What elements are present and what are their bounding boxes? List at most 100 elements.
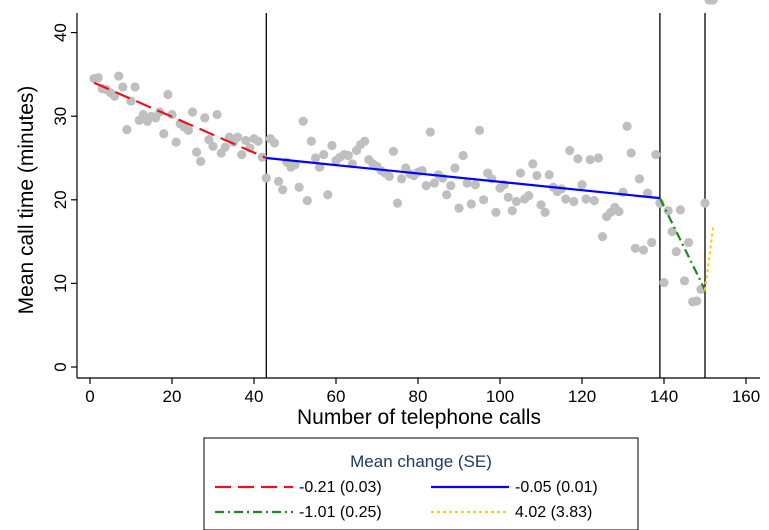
scatter-point bbox=[261, 173, 271, 183]
scatter-point bbox=[187, 107, 198, 117]
legend-label: -0.21 (0.03) bbox=[299, 479, 382, 496]
scatter-point bbox=[171, 137, 181, 147]
scatter-point bbox=[237, 150, 247, 160]
y-tick-label: 30 bbox=[51, 107, 70, 126]
scatter-point bbox=[421, 180, 431, 191]
x-tick-label: 0 bbox=[85, 387, 94, 406]
scatter-point bbox=[671, 247, 681, 257]
scatter-point bbox=[196, 156, 206, 166]
scatter-point bbox=[384, 171, 394, 181]
scatter-point bbox=[220, 142, 230, 152]
scatter-point bbox=[651, 150, 661, 160]
scatter-point bbox=[634, 174, 645, 184]
scatter-point bbox=[700, 198, 710, 208]
scatter-point bbox=[241, 135, 251, 146]
legend-title: Mean change (SE) bbox=[350, 452, 492, 471]
scatter-point bbox=[446, 180, 456, 191]
scatter-point bbox=[626, 148, 636, 158]
scatter-point bbox=[233, 132, 243, 142]
y-axis: 0 10 20 30 40 bbox=[51, 23, 77, 372]
scatter-point bbox=[269, 138, 280, 148]
scatter-point bbox=[544, 170, 554, 180]
legend-label: -1.01 (0.25) bbox=[299, 504, 382, 521]
scatter-point bbox=[192, 147, 202, 157]
scatter-point bbox=[573, 154, 583, 164]
scatter-point bbox=[114, 71, 124, 81]
x-tick-label: 160 bbox=[732, 387, 760, 406]
scatter-point bbox=[298, 116, 308, 126]
x-tick-label: 80 bbox=[409, 387, 428, 406]
scatter-point bbox=[163, 89, 173, 100]
scatter-point bbox=[302, 196, 312, 206]
scatter-point bbox=[524, 191, 534, 201]
scatter-point bbox=[397, 174, 407, 184]
scatter-point bbox=[679, 276, 690, 286]
scatter-point bbox=[667, 226, 677, 237]
scatter-point bbox=[659, 277, 669, 288]
scatter-point bbox=[585, 155, 595, 165]
scatter-point bbox=[561, 194, 571, 204]
scatter-point bbox=[663, 206, 673, 216]
scatter-point bbox=[470, 180, 480, 190]
scatter-point bbox=[294, 182, 304, 192]
scatter-point bbox=[306, 136, 316, 146]
scatter-point bbox=[183, 125, 193, 136]
x-axis: 0 20 40 60 80 100 120 140 160 bbox=[85, 378, 760, 406]
legend-box bbox=[203, 437, 639, 530]
scatter-point bbox=[442, 190, 452, 200]
scatter-point bbox=[466, 199, 476, 209]
scatter-point bbox=[511, 196, 521, 207]
scatter-point bbox=[429, 178, 439, 188]
fit-segments bbox=[93, 81, 715, 291]
y-tick-label: 40 bbox=[51, 23, 70, 42]
scatter-point bbox=[503, 192, 513, 202]
scatter-point bbox=[290, 160, 300, 170]
scatter-point bbox=[565, 145, 575, 156]
scatter-point bbox=[118, 82, 128, 92]
x-tick-label: 100 bbox=[486, 387, 514, 406]
legend-label: -0.05 (0.01) bbox=[515, 479, 598, 496]
scatter-point bbox=[274, 176, 284, 187]
scatter-point bbox=[638, 245, 649, 255]
x-tick-label: 20 bbox=[163, 387, 182, 406]
scatter-point bbox=[388, 146, 398, 156]
scatter-point bbox=[643, 188, 653, 198]
scatter-point bbox=[122, 124, 132, 135]
legend-label: 4.02 (3.83) bbox=[515, 504, 592, 521]
scatter-point bbox=[540, 207, 550, 217]
legend: Mean change (SE) -0.21 (0.03) -0.05 (0.01… bbox=[203, 437, 639, 530]
scatter-point bbox=[692, 296, 702, 306]
y-tick-label: 0 bbox=[51, 362, 70, 371]
scatter-point bbox=[507, 206, 517, 216]
scatter-point bbox=[593, 153, 604, 163]
legend-entries: -0.21 (0.03) -0.05 (0.01) -1.01 (0.25) 4.02… bbox=[215, 479, 598, 521]
scatter-point bbox=[528, 159, 538, 169]
scatter-point bbox=[253, 136, 263, 146]
scatter-point bbox=[392, 198, 403, 208]
y-axis-title: Mean call time (minutes) bbox=[15, 86, 38, 315]
scatter-point bbox=[479, 195, 489, 205]
scatter-point bbox=[577, 180, 587, 190]
scatter-point bbox=[159, 129, 169, 139]
scatter-point bbox=[278, 185, 288, 195]
scatter-point bbox=[138, 109, 148, 120]
y-tick-label: 20 bbox=[51, 190, 70, 209]
scatter-point bbox=[581, 194, 591, 204]
breakpoint-lines bbox=[265, 13, 706, 378]
scatter-point bbox=[462, 178, 472, 188]
scatter-point bbox=[323, 190, 333, 200]
scatter-point bbox=[614, 206, 624, 217]
scatter-point bbox=[93, 73, 103, 83]
scatter-point bbox=[536, 200, 546, 210]
scatter-point bbox=[343, 150, 353, 161]
scatter-point bbox=[315, 162, 325, 172]
scatter-point bbox=[360, 136, 370, 146]
x-axis-title: Number of telephone calls bbox=[297, 406, 541, 429]
scatter-point bbox=[597, 231, 608, 242]
scatter-point bbox=[647, 237, 657, 248]
scatter-point bbox=[130, 82, 140, 92]
scatter-point bbox=[622, 121, 632, 131]
scatter-point bbox=[454, 203, 464, 213]
scatter-point bbox=[212, 109, 222, 120]
